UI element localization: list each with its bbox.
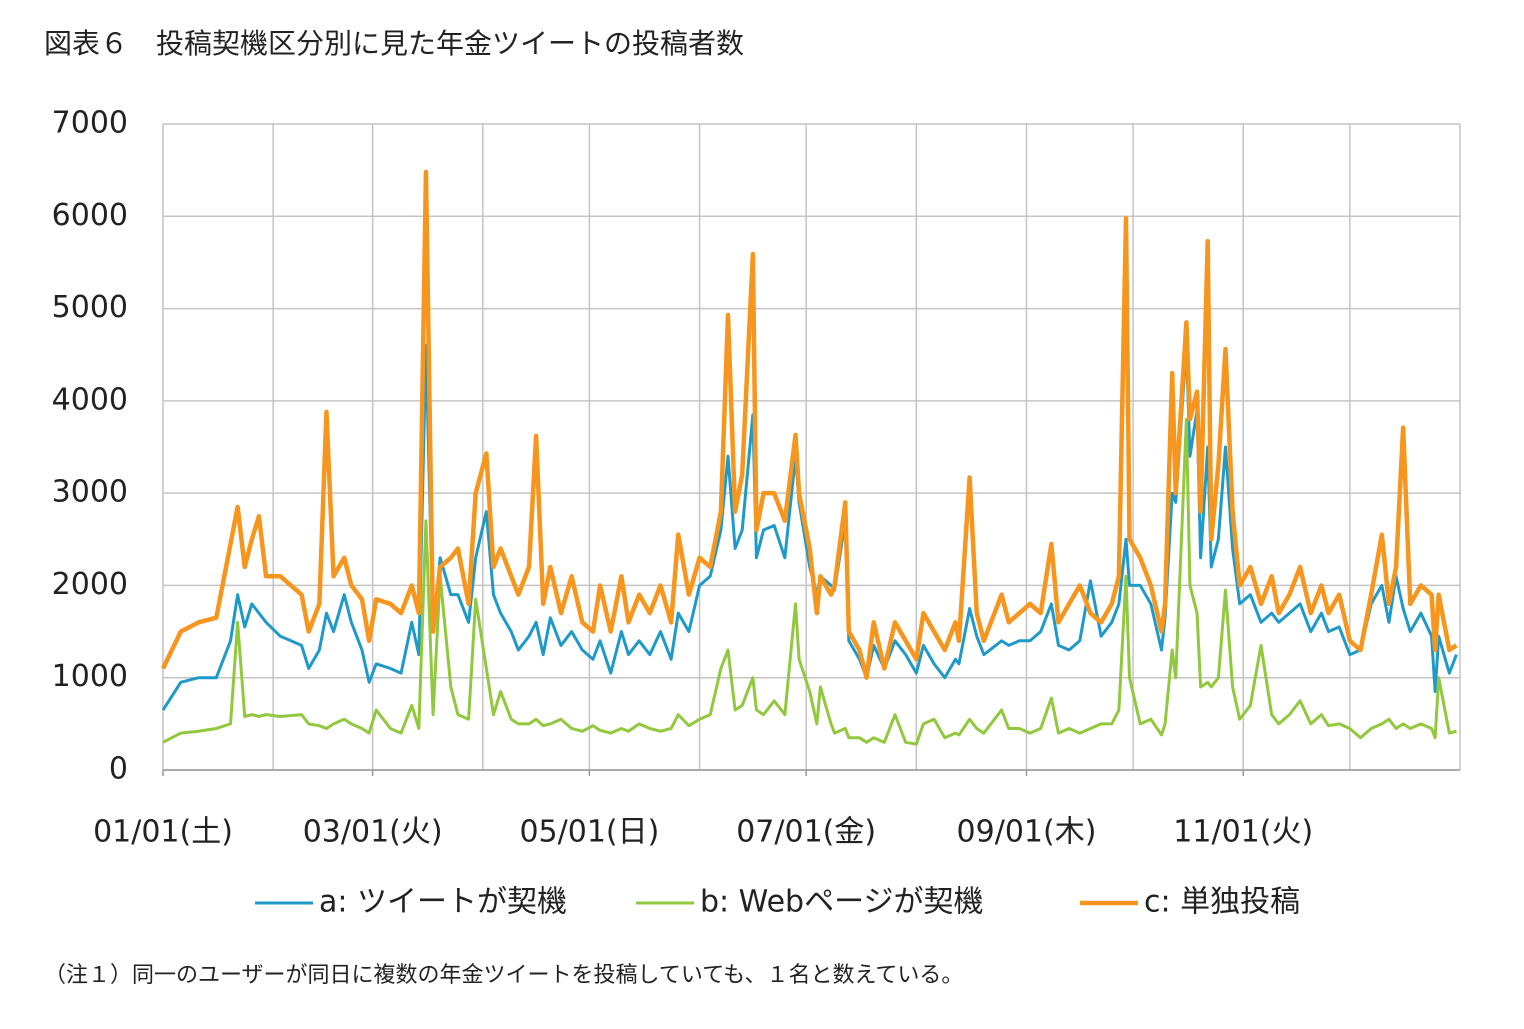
x-tick-label: 07/01(金) [736, 815, 876, 850]
x-tick-label: 11/01(火) [1173, 815, 1313, 850]
y-tick-label: 6000 [52, 198, 128, 233]
y-tick-label: 2000 [52, 567, 128, 602]
chart-note: （注１）同一のユーザーが同日に複数の年金ツイートを投稿していても、１名と数えてい… [44, 963, 963, 988]
legend-label: a: ツイートが契機 [319, 885, 567, 920]
series-line [162, 417, 1457, 746]
x-tick-label: 01/01(土) [93, 815, 233, 850]
series-line [160, 169, 1458, 680]
y-tick-label: 3000 [52, 475, 128, 510]
x-tick-label: 03/01(火) [303, 815, 443, 850]
y-tick-label: 1000 [52, 659, 128, 694]
y-tick-label: 5000 [52, 290, 128, 325]
y-tick-label: 7000 [52, 106, 128, 141]
y-tick-label: 4000 [52, 382, 128, 417]
legend-label: c: 単独投稿 [1144, 885, 1300, 920]
legend-label: b: Webページが契機 [700, 885, 984, 920]
x-tick-label: 09/01(木) [957, 815, 1097, 850]
chart-title: 図表６ 投稿契機区分別に見た年金ツイートの投稿者数 [44, 27, 744, 60]
x-tick-label: 05/01(日) [519, 815, 659, 850]
y-tick-label: 0 [109, 752, 128, 787]
